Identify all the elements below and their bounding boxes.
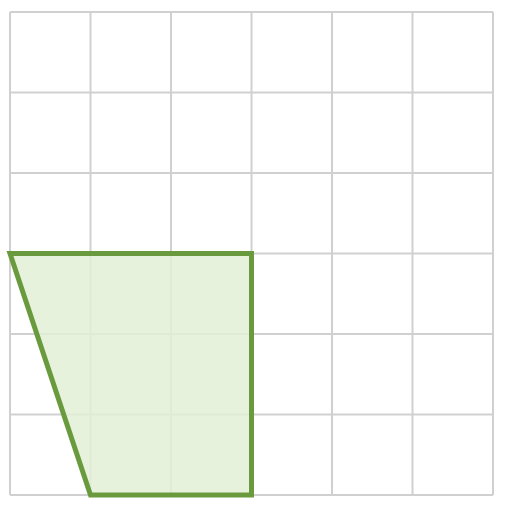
trapezoid-shape xyxy=(6,251,254,498)
